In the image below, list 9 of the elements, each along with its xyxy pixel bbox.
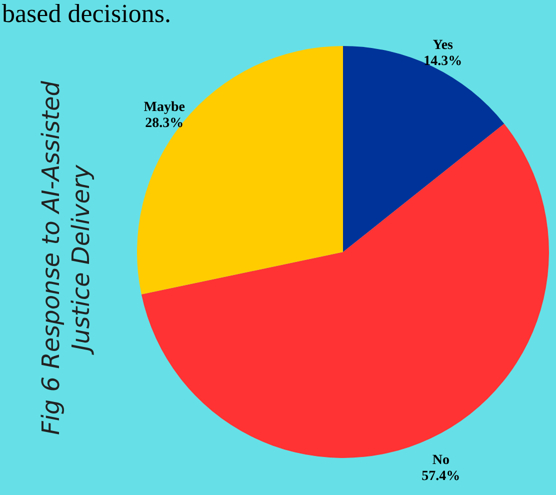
pie-slice (137, 46, 343, 294)
text: based decisions. (2, 0, 171, 28)
text: Fig 6 Response to AI-Assisted Justice Delivery (37, 80, 95, 436)
slice-label: Maybe (144, 100, 186, 116)
slice-label: Yes (432, 38, 454, 53)
data-label: 28.3% (145, 116, 184, 132)
data-label: 57.4% (422, 469, 460, 484)
data-label: 14.3% (424, 54, 462, 69)
slice-label: No (432, 453, 450, 468)
